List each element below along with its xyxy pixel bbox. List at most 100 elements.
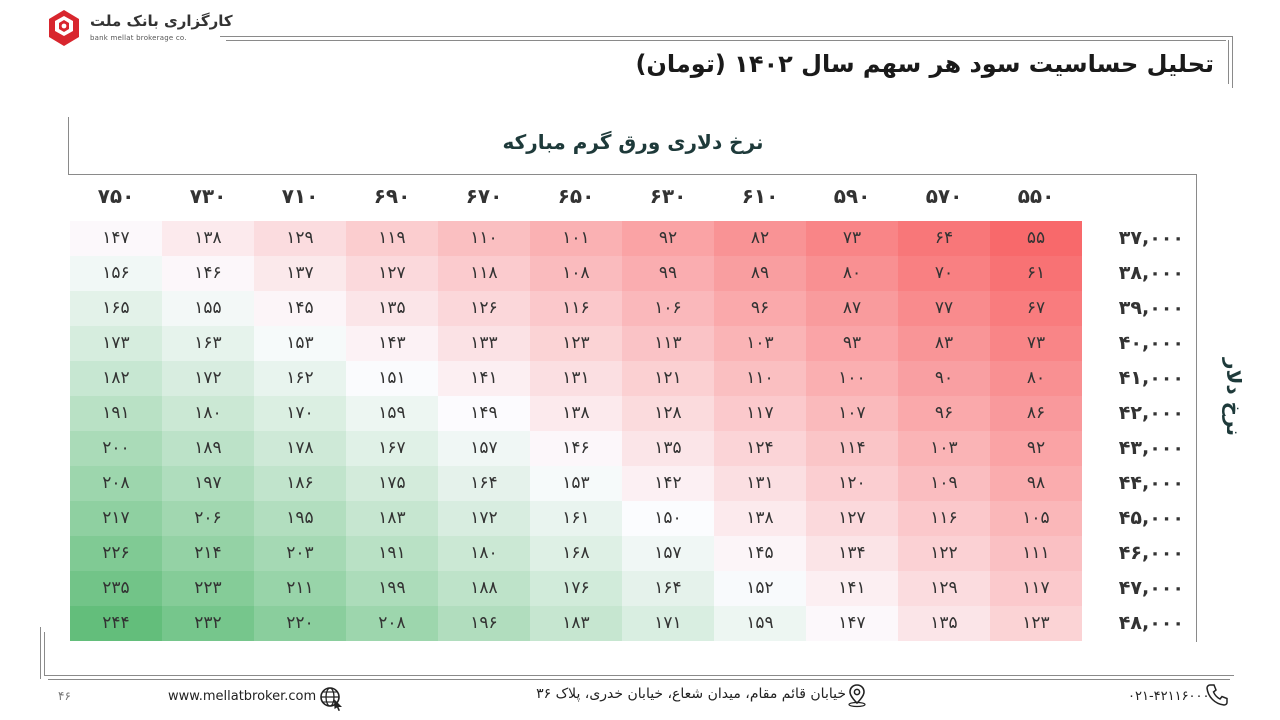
heatmap-cell: ۲۱۴ [162,536,254,571]
heatmap-cell: ۱۱۶ [530,291,622,326]
row-header: ۴۰,۰۰۰ [1118,332,1184,354]
heatmap-cell: ۱۴۲ [622,466,714,501]
heatmap-cell: ۹۸ [990,466,1082,501]
heatmap-cell: ۸۰ [990,361,1082,396]
heatmap-cell: ۲۲۶ [70,536,162,571]
heatmap-cell: ۱۹۱ [70,396,162,431]
heatmap-cell: ۸۷ [806,291,898,326]
heatmap-cell: ۱۷۶ [530,571,622,606]
heatmap-cell: ۱۵۰ [622,501,714,536]
column-header: ۵۵۰ [1017,184,1055,208]
table-left-rule [68,117,69,174]
top-rule-inner [226,40,1226,41]
row-header: ۴۱,۰۰۰ [1118,367,1184,389]
row-header: ۴۷,۰۰۰ [1118,577,1184,599]
heatmap-cell: ۸۲ [714,221,806,256]
heatmap-cell: ۶۱ [990,256,1082,291]
heatmap-cell: ۸۳ [898,326,990,361]
heatmap-cell: ۱۲۰ [806,466,898,501]
heatmap-cell: ۲۱۷ [70,501,162,536]
heatmap-cell: ۹۶ [898,396,990,431]
column-header: ۷۳۰ [189,184,227,208]
heatmap-cell: ۱۰۸ [530,256,622,291]
heatmap-cell: ۱۱۳ [622,326,714,361]
heatmap-cell: ۱۶۳ [162,326,254,361]
column-header: ۷۵۰ [97,184,135,208]
row-header: ۴۲,۰۰۰ [1118,402,1184,424]
heatmap-cell: ۱۷۲ [162,361,254,396]
row-header: ۴۵,۰۰۰ [1118,507,1184,529]
heatmap-cell: ۱۵۵ [162,291,254,326]
heatmap-cell: ۱۳۸ [714,501,806,536]
logo-name: کارگزاری بانک ملت [90,12,233,30]
heatmap-cell: ۱۵۷ [622,536,714,571]
heatmap-cell: ۱۱۱ [990,536,1082,571]
heatmap-cell: ۱۷۱ [622,606,714,641]
column-header: ۵۹۰ [833,184,871,208]
column-axis-title: نرخ دلاری ورق گرم مبارکه [502,130,764,154]
heatmap-cell: ۲۴۴ [70,606,162,641]
heatmap-cell: ۱۷۵ [346,466,438,501]
heatmap-cell: ۸۰ [806,256,898,291]
row-header: ۴۳,۰۰۰ [1118,437,1184,459]
heatmap-cell: ۱۰۵ [990,501,1082,536]
heatmap-cell: ۱۱۰ [438,221,530,256]
heatmap-cell: ۱۰۳ [898,431,990,466]
heatmap-cell: ۱۲۹ [254,221,346,256]
heatmap-cell: ۸۹ [714,256,806,291]
heatmap-cell: ۲۲۰ [254,606,346,641]
heatmap-cell: ۱۸۸ [438,571,530,606]
phone-number[interactable]: ۰۲۱-۴۲۱۱۶۰۰۰ [1128,689,1210,704]
heatmap-cell: ۷۳ [806,221,898,256]
heatmap-cell: ۱۶۲ [254,361,346,396]
heatmap-cell: ۱۶۱ [530,501,622,536]
heatmap-cell: ۱۷۳ [70,326,162,361]
heatmap-cell: ۱۱۷ [990,571,1082,606]
heatmap-cell: ۱۴۱ [438,361,530,396]
heatmap-cell: ۱۲۶ [438,291,530,326]
heatmap-cell: ۱۸۰ [438,536,530,571]
heatmap-cell: ۶۴ [898,221,990,256]
heatmap-cell: ۱۸۲ [70,361,162,396]
heatmap-cell: ۱۶۷ [346,431,438,466]
heatmap-cell: ۱۷۰ [254,396,346,431]
heatmap-cell: ۱۷۲ [438,501,530,536]
globe-icon [320,687,342,711]
row-header: ۳۷,۰۰۰ [1118,227,1184,249]
brand-logo: کارگزاری بانک ملت bank mellat brokerage … [44,8,233,48]
heatmap-cell: ۱۴۵ [254,291,346,326]
row-header: ۴۸,۰۰۰ [1118,612,1184,634]
heatmap-cell: ۱۳۷ [254,256,346,291]
address-text: خیابان قائم مقام، میدان شعاع، خیابان خدر… [536,686,846,702]
heatmap-cell: ۱۲۲ [898,536,990,571]
heatmap-cell: ۱۶۵ [70,291,162,326]
page-title: تحلیل حساسیت سود هر سهم سال ۱۴۰۲ (تومان) [635,50,1214,78]
row-header: ۳۹,۰۰۰ [1118,297,1184,319]
table-right-rule [1196,174,1197,642]
heatmap-cell: ۱۱۴ [806,431,898,466]
heatmap-cell: ۱۲۳ [990,606,1082,641]
heatmap-cell: ۱۹۶ [438,606,530,641]
phone-icon [1206,684,1228,706]
heatmap-cell: ۱۳۵ [898,606,990,641]
page-number: ۴۶ [58,689,71,703]
heatmap-cell: ۲۰۸ [70,466,162,501]
heatmap-cell: ۲۰۰ [70,431,162,466]
heatmap-cell: ۱۲۸ [622,396,714,431]
heatmap-cell: ۱۲۷ [346,256,438,291]
heatmap-cell: ۹۲ [990,431,1082,466]
column-header: ۵۷۰ [925,184,963,208]
heatmap-cell: ۱۲۱ [622,361,714,396]
heatmap-cell: ۱۰۰ [806,361,898,396]
bottom-rule-inner [48,679,1230,680]
heatmap-cell: ۱۱۸ [438,256,530,291]
heatmap-cell: ۱۳۳ [438,326,530,361]
heatmap-cell: ۱۳۸ [162,221,254,256]
heatmap-cell: ۸۶ [990,396,1082,431]
heatmap-cell: ۱۸۳ [346,501,438,536]
heatmap-cell: ۹۹ [622,256,714,291]
heatmap-cell: ۱۸۰ [162,396,254,431]
heatmap-cell: ۱۲۴ [714,431,806,466]
website-link[interactable]: www.mellatbroker.com [168,689,317,704]
heatmap-cell: ۹۲ [622,221,714,256]
